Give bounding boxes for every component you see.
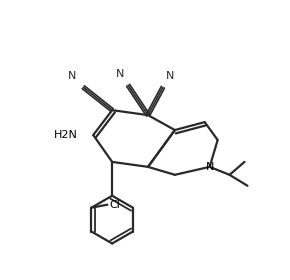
Text: H2N: H2N [53, 130, 77, 140]
Text: Cl: Cl [109, 200, 120, 210]
Text: N: N [116, 69, 124, 79]
Text: N: N [68, 71, 77, 81]
Text: N: N [206, 162, 214, 172]
Text: N: N [166, 71, 174, 81]
